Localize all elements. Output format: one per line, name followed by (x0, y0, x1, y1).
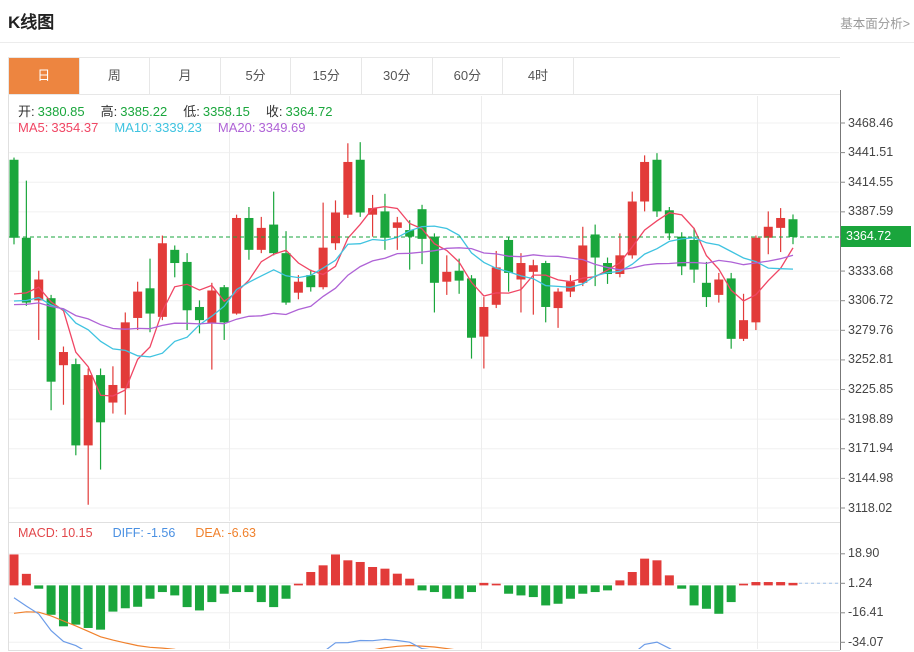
ohlc-row-open: 开: 3380.85 (18, 104, 85, 119)
ma-row-ma20: MA20: 3349.69 (217, 120, 306, 135)
ohlc-row-low: 低: 3358.15 (183, 104, 250, 119)
price-axis-label: 3414.55 (848, 174, 894, 189)
tab-month[interactable]: 月 (150, 58, 221, 94)
price-axis-label: 3171.94 (848, 441, 894, 456)
candles (9, 142, 798, 505)
ma-row-ma10: MA10: 3339.23 (114, 120, 202, 135)
macd-histogram (9, 554, 798, 630)
price-axis-label: 3225.85 (848, 382, 894, 397)
macd-row-diff: DIFF: -1.56 (112, 526, 176, 540)
price-axis-label: 3441.51 (848, 145, 894, 160)
macd-row: MACD: 10.15 DIFF: -1.56 DEA: -6.63 (18, 526, 256, 540)
macd-row-macd: MACD: 10.15 (18, 526, 93, 540)
tab-5min[interactable]: 5分 (221, 58, 292, 94)
macd-row-dea: DEA: -6.63 (195, 526, 256, 540)
title-divider (0, 42, 914, 43)
period-tabs: 日周月 5分 15分 30分 60分 4时 (8, 57, 840, 95)
ma-row-ma5: MA5: 3354.37 (18, 120, 99, 135)
price-axis-label: 3333.68 (848, 263, 894, 278)
page-title: K线图 (8, 13, 55, 32)
ma-lines (13, 205, 794, 397)
tab-15min[interactable]: 15分 (291, 58, 362, 94)
tab-4hour[interactable]: 4时 (503, 58, 574, 94)
tab-day[interactable]: 日 (9, 58, 80, 94)
tab-60min[interactable]: 60分 (433, 58, 504, 94)
fundamental-analysis-link[interactable]: 基本面分析> (840, 17, 910, 31)
price-axis-label: 3279.76 (848, 322, 894, 337)
price-axis-label: 3144.98 (848, 470, 894, 485)
macd-axis-label: -34.07 (848, 634, 884, 649)
price-axis-label: 3118.02 (848, 500, 893, 515)
ohlc-row-high: 高: 3385.22 (100, 104, 168, 119)
price-axis-label: 3387.59 (848, 204, 894, 219)
macd-axis-label: -16.41 (848, 605, 884, 620)
ohlc-row-close: 收: 3364.72 (265, 104, 333, 119)
price-axis-label: 3468.46 (848, 115, 894, 130)
price-axis-label: 3252.81 (848, 352, 894, 367)
price-axis-label: 3306.72 (848, 293, 894, 308)
current-price-tag: 3364.72 (841, 226, 911, 248)
macd-axis-label: 18.90 (848, 546, 880, 561)
tab-30min[interactable]: 30分 (362, 58, 433, 94)
macd-axis-label: 1.24 (848, 575, 873, 590)
price-axis-label: 3198.89 (848, 411, 894, 426)
macd-lines (13, 597, 672, 649)
ohlc-row: 开: 3380.85 高: 3385.22 低: 3358.15 收: 3364.72 (18, 101, 333, 120)
tab-week[interactable]: 周 (80, 58, 151, 94)
ma-row: MA5: 3354.37 MA10: 3339.23 MA20: 3349.69 (18, 120, 306, 135)
